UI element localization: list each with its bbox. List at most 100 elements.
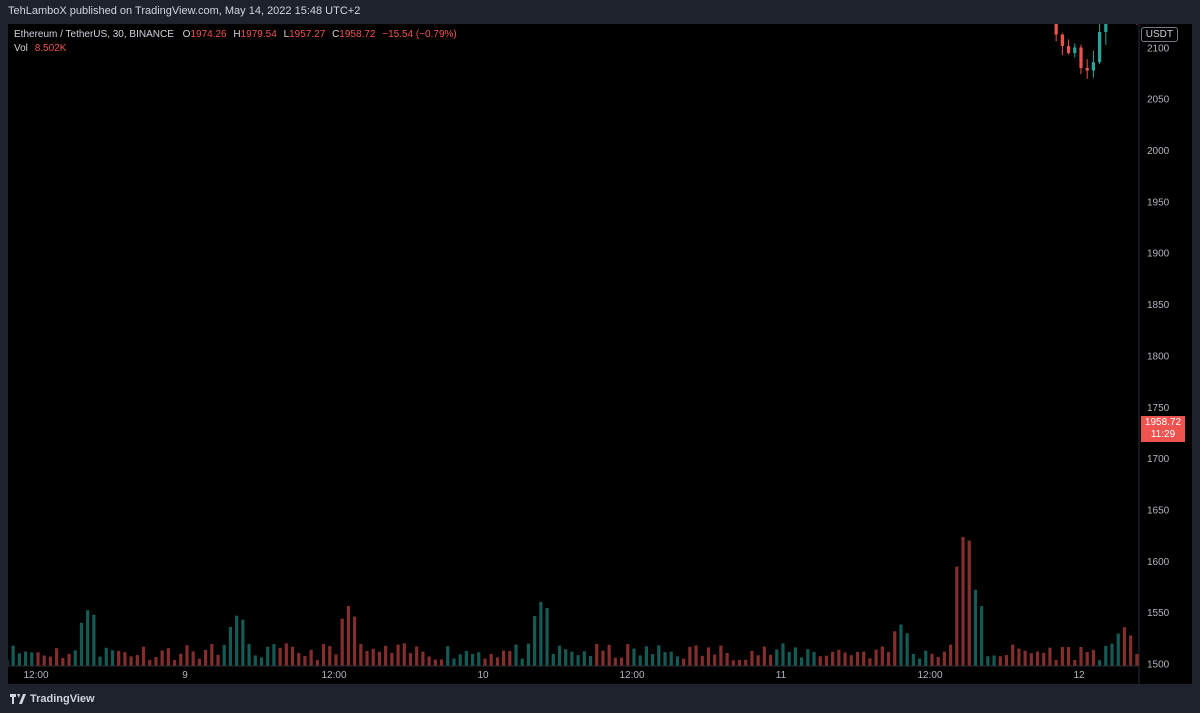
candlestick-chart[interactable]: 1500 1550 1600 1650 1700 1750 1800 1850 1900 1950…	[8, 24, 1192, 684]
volume-bar	[980, 606, 984, 666]
volume-bar	[700, 655, 704, 666]
time-tick-label: 12:00	[23, 670, 48, 681]
volume-bar	[787, 651, 791, 666]
volume-bar	[415, 646, 419, 666]
volume-bar	[284, 643, 288, 666]
time-tick-label: 9	[182, 670, 188, 681]
volume-bar	[160, 650, 164, 666]
volume-bar	[557, 645, 562, 666]
volume-bar	[483, 658, 487, 666]
volume-bar	[781, 643, 785, 666]
volume-bar	[619, 657, 624, 666]
symbol-name[interactable]: Ethereum / TetherUS, 30, BINANCE	[14, 29, 174, 40]
open-label: O	[182, 29, 191, 40]
volume-bar	[588, 655, 593, 666]
volume-bar	[663, 652, 667, 666]
currency-button[interactable]: USDT	[1140, 27, 1178, 42]
volume-bar	[669, 651, 673, 666]
volume-bar	[1054, 660, 1058, 666]
price-tick-label: 2050	[1147, 95, 1170, 106]
volume-bar	[470, 653, 475, 666]
candle[interactable]	[1085, 67, 1089, 71]
volume-bar	[545, 608, 549, 666]
volume-bar	[1104, 645, 1108, 666]
volume-bar	[533, 616, 537, 666]
volume-bar	[1129, 635, 1133, 666]
volume-bar	[638, 655, 642, 666]
high-value: 1979.54	[240, 29, 277, 40]
volume-bar	[1116, 633, 1120, 666]
chart-pane[interactable]: 1500 1550 1600 1650 1700 1750 1800 1850 1900 1950…	[8, 24, 1192, 684]
volume-bar	[421, 651, 425, 666]
volume-bar	[30, 652, 34, 666]
volume-bar	[657, 645, 661, 666]
brand-name: TradingView	[30, 693, 95, 705]
volume-bar	[595, 643, 599, 666]
close-label: C	[332, 29, 340, 40]
volume-bar	[601, 650, 605, 666]
candle[interactable]	[1066, 45, 1071, 54]
volume-bar	[514, 644, 518, 666]
volume-bar	[185, 645, 189, 666]
volume-bar	[837, 649, 841, 666]
volume-bar	[216, 654, 220, 666]
volume-bar	[775, 649, 779, 666]
volume-bar	[1048, 647, 1052, 666]
time-tick-label: 12:00	[321, 670, 346, 681]
volume-bar	[843, 652, 847, 666]
volume-bar	[334, 654, 338, 666]
volume-bar	[67, 653, 71, 666]
volume-bar	[855, 651, 860, 666]
candle[interactable]	[1091, 62, 1096, 71]
volume-bar	[682, 658, 686, 666]
volume-bar	[328, 646, 332, 666]
volume-bar	[688, 646, 692, 666]
price-tick-label: 1700	[1147, 454, 1170, 465]
time-tick-label: 12	[1073, 670, 1085, 681]
candle[interactable]	[1060, 34, 1064, 46]
volume-bar	[166, 648, 170, 666]
tradingview-logo[interactable]: TradingView	[10, 693, 95, 705]
candle[interactable]	[1098, 31, 1102, 63]
volume-bar	[266, 646, 270, 666]
price-axis[interactable]	[1139, 24, 1192, 684]
volume-bar	[259, 657, 264, 666]
volume-bar	[197, 658, 202, 666]
volume-bar	[48, 656, 53, 666]
tradingview-logo-icon	[10, 694, 26, 704]
candle[interactable]	[1104, 24, 1108, 32]
time-tick-label: 12:00	[917, 670, 942, 681]
price-tick-label: 1800	[1147, 351, 1170, 362]
volume-bar	[706, 647, 711, 666]
volume-bar	[1085, 652, 1089, 666]
candle[interactable]	[1079, 47, 1083, 68]
volume-bar	[1091, 649, 1096, 666]
volume-bar	[737, 659, 742, 666]
volume-bar	[86, 610, 90, 666]
volume-bar	[949, 644, 953, 666]
price-tick-label: 1900	[1147, 249, 1170, 260]
change-value: −15.54 (−0.79%)	[382, 29, 457, 40]
last-price-value: 1958.72	[1144, 417, 1182, 428]
volume-bar	[154, 657, 158, 666]
candle[interactable]	[1054, 24, 1058, 35]
volume-bar	[644, 646, 649, 666]
volume-bar	[396, 644, 400, 666]
volume-bar	[191, 651, 195, 666]
volume-bar	[446, 646, 450, 666]
volume-bar	[340, 618, 344, 666]
volume-bar	[477, 652, 481, 666]
volume-bar	[756, 655, 760, 666]
volume-bar	[1035, 651, 1040, 666]
volume-bar	[272, 644, 276, 666]
volume-bar	[247, 644, 251, 666]
vol-label: Vol	[14, 43, 28, 54]
candle[interactable]	[1073, 47, 1077, 54]
volume-bar	[539, 601, 543, 666]
publisher-line: TehLamboX published on TradingView.com, …	[8, 5, 361, 17]
volume-bar	[924, 650, 928, 666]
volume-bar	[955, 566, 959, 666]
volume-bar	[303, 655, 307, 666]
volume-bar	[359, 644, 363, 666]
volume-bar	[526, 643, 531, 666]
